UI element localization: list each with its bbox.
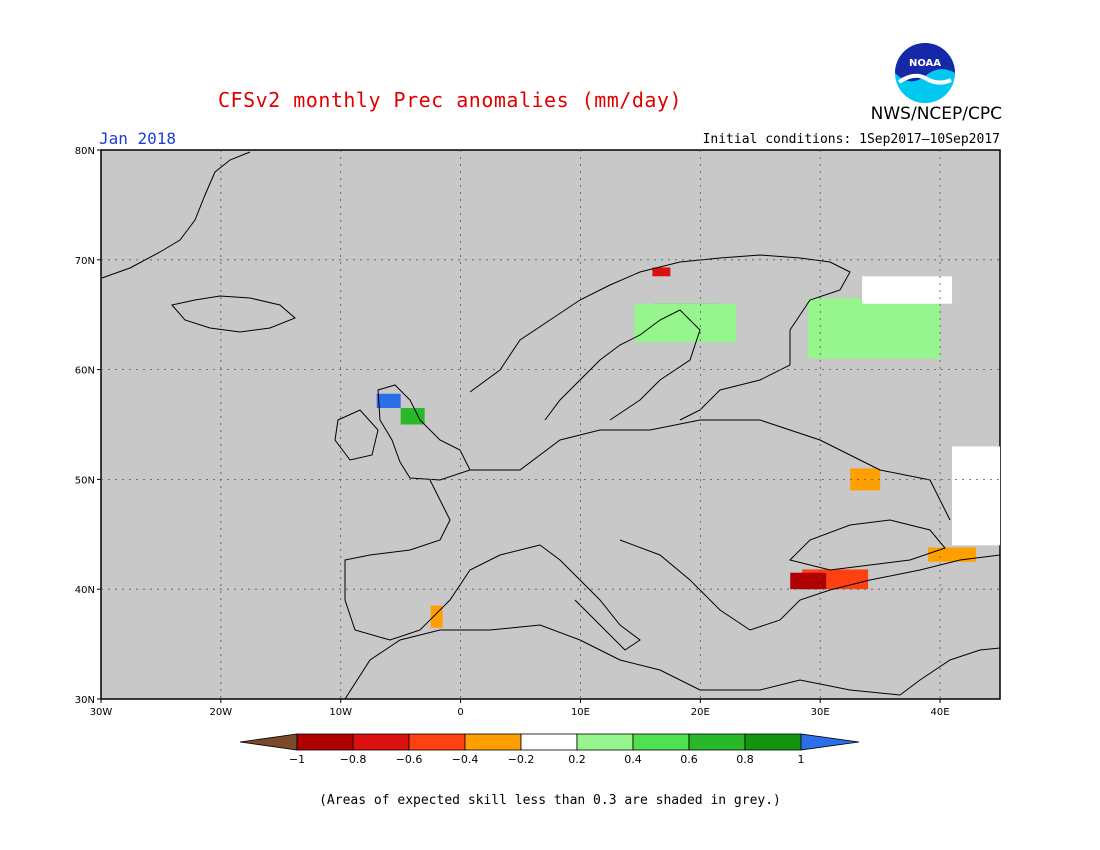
lon-tick-label: 30E (811, 707, 830, 718)
initial-conditions: Initial conditions: 1Sep2017—10Sep2017 (702, 132, 1000, 147)
colorbar-tick-label: 0.6 (680, 753, 698, 766)
anomaly-area-scotland-west (376, 393, 401, 409)
colorbar-segment (464, 733, 522, 751)
lon-tick-label: 10E (571, 707, 590, 718)
anomaly-area-sweden-north-fringe (634, 303, 737, 343)
logo-text: NOAA (909, 58, 941, 69)
map-title: CFSv2 monthly Prec anomalies (mm/day) (217, 88, 683, 112)
lat-tick-label: 30N (75, 695, 95, 706)
colorbar-tick-label: 1 (798, 753, 805, 766)
colorbar-segment (520, 733, 578, 751)
anomaly-area-marmara (790, 572, 827, 590)
map-frame (100, 149, 1001, 700)
lon-tick-label: 30W (90, 707, 113, 718)
target-month: Jan 2018 (99, 129, 177, 148)
coastlines (101, 151, 1001, 700)
colorbar-segment (632, 733, 690, 751)
colorbar-segment (576, 733, 634, 751)
lat-tick-label: 60N (75, 366, 95, 377)
agency-label: NWS/NCEP/CPC (870, 104, 1002, 124)
colorbar-segment (688, 733, 746, 751)
colorbar: −1 −0.8 −0.6 −0.4 −0.2 0.2 0.4 0.6 0.8 1 (239, 733, 860, 766)
lat-tick-label: 80N (75, 146, 95, 157)
colorbar-segment (352, 733, 410, 751)
map-panel: 80N 70N 60N 50N 40N 30N 30W 20W 10W 0 10E 20E 30E 40… (75, 146, 1001, 718)
colorbar-tick-label: −0.4 (452, 753, 479, 766)
colorbar-segment (408, 733, 466, 751)
skill-footnote: (Areas of expected skill less than 0.3 a… (319, 793, 781, 808)
lon-tick-label: 10W (329, 707, 352, 718)
colorbar-arrow-low (239, 733, 298, 751)
colorbar-tick-label: −0.8 (340, 753, 367, 766)
lat-tick-label: 70N (75, 256, 95, 267)
colorbar-tick-label: −0.2 (508, 753, 535, 766)
colorbar-tick-label: −0.6 (396, 753, 423, 766)
anomaly-area-northern-norway (652, 267, 671, 277)
colorbar-tick-label: 0.8 (736, 753, 754, 766)
anomaly-area-east-white (952, 446, 1000, 546)
colorbar-tick-label: −1 (289, 753, 305, 766)
lat-tick-label: 50N (75, 475, 95, 486)
colorbar-segment (744, 733, 802, 751)
latitude-labels: 80N 70N 60N 50N 40N 30N (75, 146, 101, 706)
colorbar-tick-label: 0.4 (624, 753, 642, 766)
lat-tick-label: 40N (75, 585, 95, 596)
colorbar-arrow-high (800, 733, 860, 751)
lon-tick-label: 0 (457, 707, 463, 718)
anomaly-layer (376, 267, 1000, 628)
longitude-labels: 30W 20W 10W 0 10E 20E 30E 40E (90, 699, 950, 718)
lon-tick-label: 20W (210, 707, 233, 718)
anomaly-area-north-russia (808, 298, 941, 359)
colorbar-tick-label: 0.2 (568, 753, 586, 766)
lon-tick-label: 20E (691, 707, 710, 718)
anomaly-area-caucasus (928, 547, 977, 562)
anomaly-area-barents-white (862, 276, 953, 304)
lon-tick-label: 40E (931, 707, 950, 718)
noaa-logo: NOAA (895, 43, 955, 103)
colorbar-segment (296, 733, 354, 751)
grid-lines (101, 150, 1000, 699)
anomaly-area-scotland-south (400, 408, 425, 425)
anomaly-area-spain-south (430, 605, 443, 628)
